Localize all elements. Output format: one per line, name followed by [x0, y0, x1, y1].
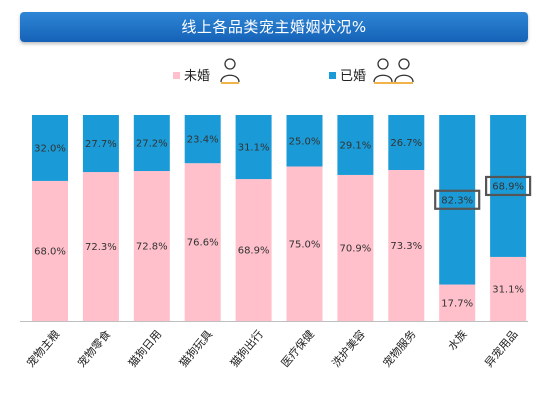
- category-tick-label: 猫狗出行: [227, 327, 266, 370]
- data-label: 26.7%: [390, 138, 422, 149]
- bar-segment-married: [184, 115, 221, 164]
- bar-segment-married: [82, 115, 119, 173]
- legend-swatch-married: [329, 72, 336, 79]
- bar-segment-unmarried: [235, 179, 272, 321]
- bar-segment-unmarried: [286, 166, 323, 321]
- bar-segment-unmarried: [388, 170, 425, 321]
- data-label: 17.7%: [441, 298, 473, 309]
- bar-segment-unmarried: [490, 256, 527, 321]
- category-tick-label: 宠物服务: [380, 327, 419, 370]
- bar-segment-married: [439, 115, 476, 285]
- title-bar: 线上各品类宠主婚姻状况%: [20, 12, 528, 42]
- category-tick-label: 水族: [445, 327, 470, 353]
- legend: 未婚 已婚: [170, 58, 460, 86]
- highlight-box: [485, 175, 532, 197]
- category-tick-label: 宠物主粮: [23, 327, 62, 370]
- data-label: 82.3%: [441, 195, 473, 206]
- highlight-box: [434, 189, 481, 210]
- bar-segment-married: [286, 115, 323, 167]
- category-tick-label: 猫狗日用: [126, 328, 164, 370]
- data-label: 27.2%: [136, 139, 168, 150]
- data-label: 68.9%: [238, 246, 270, 257]
- data-label: 76.6%: [187, 238, 219, 249]
- data-label: 73.3%: [390, 241, 422, 252]
- bar-segment-married: [388, 115, 425, 171]
- legend-label-unmarried: 未婚: [184, 69, 211, 84]
- data-label: 32.0%: [34, 143, 66, 154]
- data-label: 75.0%: [289, 239, 321, 250]
- bar-segment-unmarried: [32, 180, 68, 321]
- data-label: 72.3%: [85, 242, 117, 253]
- bar-segment-unmarried: [82, 172, 119, 321]
- category-tick-label: 宠物零食: [74, 327, 113, 370]
- category-tick-label: 医疗保健: [278, 327, 317, 370]
- single-person-icon: [220, 58, 240, 84]
- data-label: 31.1%: [492, 284, 524, 295]
- data-label: 23.4%: [187, 135, 219, 146]
- data-label: 27.7%: [85, 139, 117, 150]
- category-tick-label: 猫狗玩具: [177, 328, 215, 370]
- data-label: 70.9%: [340, 243, 372, 254]
- data-label: 68.0%: [34, 246, 66, 257]
- bar-segment-married: [490, 115, 527, 257]
- category-tick-label: 异宠用品: [482, 327, 521, 370]
- bar-segment-unmarried: [184, 163, 221, 321]
- data-label: 29.1%: [340, 140, 372, 151]
- bar-segment-married: [32, 115, 68, 181]
- legend-swatch-unmarried: [173, 72, 180, 79]
- category-tick-label: 洗护美容: [329, 327, 368, 370]
- bar-segment-unmarried: [337, 174, 374, 321]
- data-label: 68.9%: [492, 181, 524, 192]
- data-label: 72.8%: [136, 242, 168, 253]
- data-label: 25.0%: [289, 136, 321, 147]
- bar-segment-married: [235, 115, 272, 180]
- legend-label-married: 已婚: [340, 69, 367, 84]
- bar-segment-unmarried: [133, 171, 170, 321]
- couple-icon: [373, 58, 414, 84]
- data-label: 31.1%: [238, 143, 270, 154]
- bar-segment-unmarried: [439, 284, 476, 321]
- chart-title: 线上各品类宠主婚姻状况%: [181, 18, 367, 36]
- bar-segment-married: [133, 115, 170, 172]
- bar-segment-married: [337, 115, 374, 175]
